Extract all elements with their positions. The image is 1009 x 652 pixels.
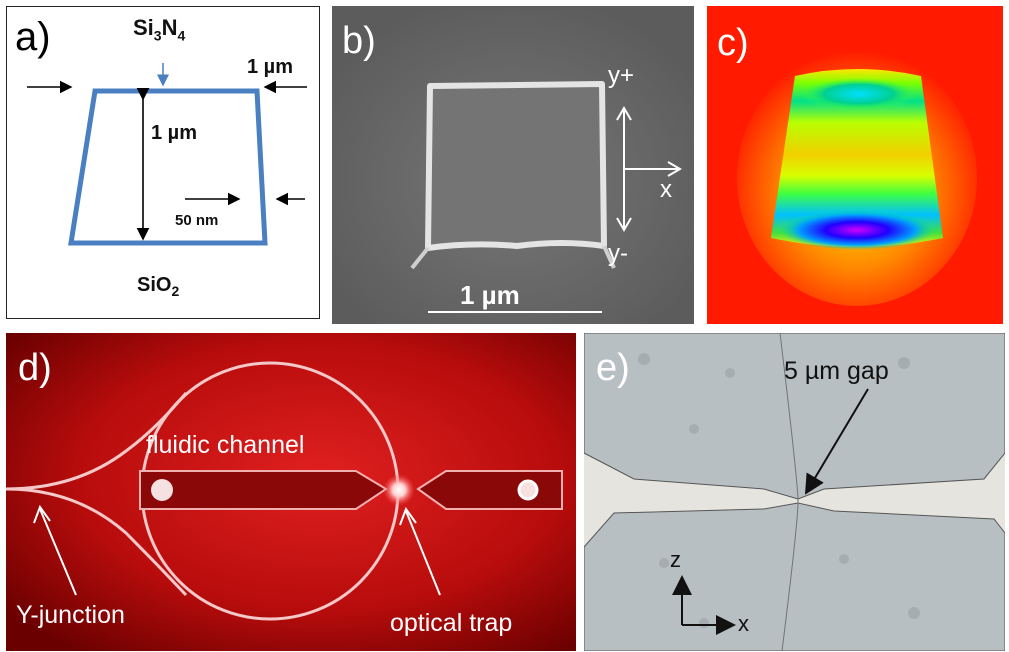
mode-top-lobe (801, 78, 917, 110)
left-reservoir (151, 479, 173, 501)
material-top-label: Si3N4 (133, 15, 186, 44)
y-junction-waveguide (6, 392, 188, 491)
panel-label-e: e) (596, 347, 630, 389)
waveguide-line (779, 333, 799, 651)
axis-x-label: x (738, 611, 749, 636)
panel-b: b) y+ x y- 1 µm (332, 6, 694, 324)
fluidic-channel-label: fluidic channel (146, 431, 305, 459)
panel-label-c: c) (717, 22, 749, 64)
y-junction-label: Y-junction (16, 601, 125, 629)
material-bottom-label: SiO2 (137, 274, 180, 299)
mode-bottom-lobe (779, 210, 935, 250)
panel-label-b: b) (342, 20, 376, 62)
optical-trap-spot (383, 474, 415, 506)
y-minus-arrowhead (616, 217, 632, 232)
panel-c: c) (707, 6, 1003, 324)
optical-trap-label: optical trap (390, 609, 513, 637)
y-junction-pointer (39, 508, 77, 596)
panel-label-a: a) (15, 15, 51, 59)
axis-z-label: z (670, 547, 681, 572)
gap-pointer-arrow (804, 388, 869, 495)
fluidic-channel-left (139, 470, 388, 510)
height-dimension-label: 1 µm (151, 122, 197, 144)
device-fluorescence-image (6, 333, 576, 651)
axis-x-label: x (660, 176, 672, 203)
panel-label-d: d) (18, 347, 52, 389)
scale-bar-label: 1 µm (460, 280, 520, 310)
waveguide-cross-section-schematic (27, 63, 307, 246)
sem-micrograph (332, 6, 694, 324)
axis-y-minus-label: y- (608, 240, 628, 267)
optical-trap-pointer (405, 510, 441, 596)
mode-core (771, 69, 943, 247)
waveguide-pedestal (410, 245, 616, 270)
offset-dimension-label: 50 nm (175, 212, 219, 229)
fluidic-channel-right (416, 470, 563, 510)
y-plus-arrowhead (616, 106, 632, 121)
y-junction-waveguide-lower (6, 487, 188, 597)
lower-substrate (584, 502, 1005, 651)
waveguide-edge (425, 81, 607, 251)
mode-field-map (707, 6, 1003, 324)
waveguide-outline (68, 88, 268, 246)
axis-y-plus-label: y+ (608, 62, 635, 89)
x-arrowhead (667, 161, 682, 177)
gap-label: 5 µm gap (784, 357, 889, 385)
right-reservoir (517, 479, 539, 501)
panel-a: a) Si3N4 1 µm 1 µm 50 nm SiO2 (6, 6, 320, 319)
panel-d: d) fluidic channel Y-junction optical tr… (6, 333, 576, 651)
width-dimension-label: 1 µm (247, 56, 293, 78)
panel-e: e) 5 µm gap z x (584, 333, 1005, 651)
optical-micrograph-gap (584, 333, 1005, 651)
